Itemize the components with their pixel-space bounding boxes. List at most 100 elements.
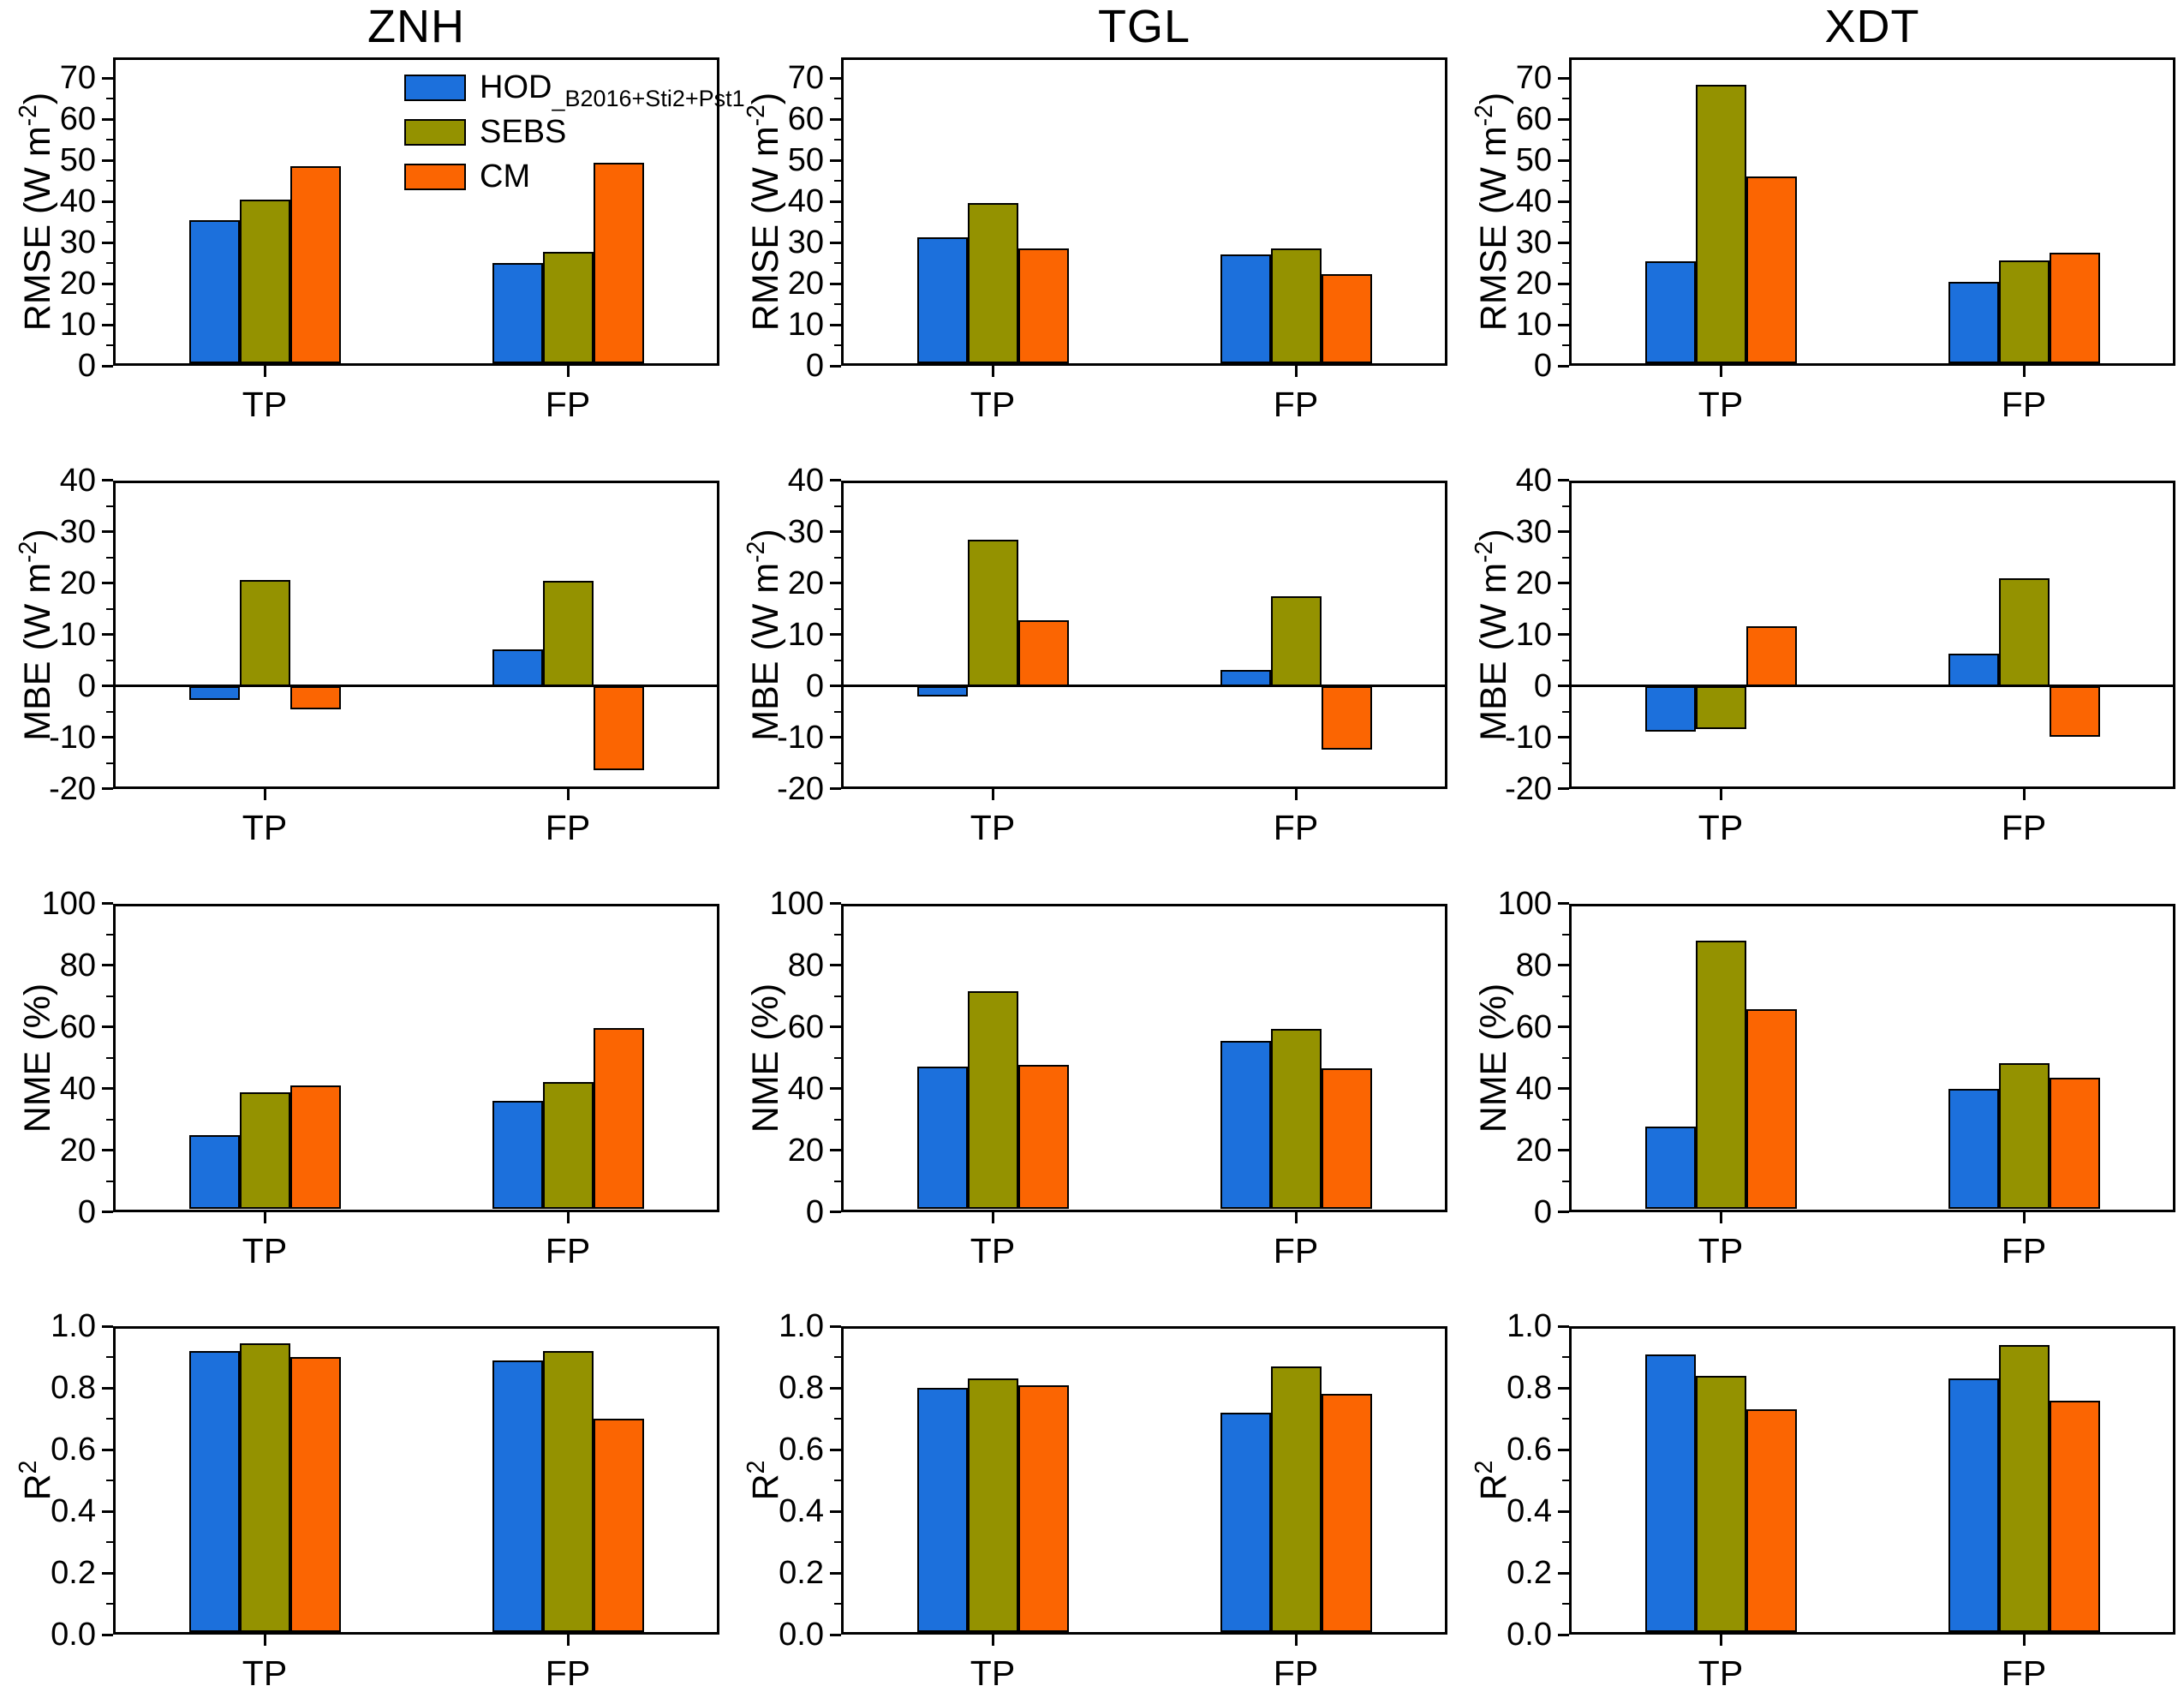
chart-panel-MBE-TGL: MBE (W m-2) -20 -10 0 10 20 30 40 TP FP [728, 423, 1456, 847]
y-minor-tick [1562, 1118, 1569, 1121]
y-major-tick [1558, 158, 1569, 162]
y-minor-tick [1562, 505, 1569, 507]
zero-axis-line [113, 685, 719, 688]
y-major-tick [1558, 685, 1569, 688]
y-major-tick [1558, 1571, 1569, 1575]
x-major-tick [2022, 366, 2026, 377]
y-major-tick [102, 1087, 113, 1090]
bar-CM-TGL-TP [1017, 248, 1069, 363]
legend-label-main: SEBS [480, 114, 567, 150]
y-major-tick [1558, 76, 1569, 80]
x-tick-label-TP: TP [242, 1653, 288, 1692]
y-major-tick [830, 1087, 841, 1090]
y-major-tick [1558, 479, 1569, 482]
y-major-tick [830, 364, 841, 368]
y-major-tick [830, 1633, 841, 1636]
y-tick-label: -20 [777, 770, 824, 807]
y-major-tick [830, 241, 841, 244]
y-tick-label: 40 [1515, 1070, 1552, 1107]
y-minor-tick [1562, 344, 1569, 346]
bar-SEBS-ZNH-FP [542, 251, 594, 363]
y-major-tick [830, 964, 841, 966]
legend-label-main: CM [480, 158, 531, 194]
y-minor-tick [834, 303, 841, 305]
y-tick-label: 0 [805, 1193, 824, 1230]
y-tick-label: 0.2 [779, 1555, 824, 1592]
x-tick-label-TP: TP [1698, 385, 1744, 424]
y-major-tick [1558, 1149, 1569, 1151]
bar-SEBS-XDT-FP [1998, 1063, 2050, 1210]
x-tick-label-FP: FP [545, 385, 591, 424]
y-minor-tick [1562, 1056, 1569, 1059]
y-minor-tick [1562, 1180, 1569, 1182]
x-tick-label-FP: FP [2001, 1653, 2047, 1692]
y-major-tick [102, 1633, 113, 1636]
bar-CM-TGL-FP [1321, 685, 1372, 750]
y-tick-label: 0.6 [779, 1432, 824, 1468]
y-tick-label: 10 [787, 307, 824, 343]
zero-axis-line [1569, 685, 2175, 688]
y-major-tick [102, 1386, 113, 1390]
bar-CM-ZNH-FP [593, 1027, 644, 1210]
bar-CM-XDT-TP [1745, 1409, 1797, 1633]
legend-item-HOD: HOD_B2016+Sti2+Pst1 [404, 70, 745, 111]
x-tick-label-TP: TP [1698, 807, 1744, 847]
bar-CM-ZNH-TP [289, 1085, 341, 1210]
bar-SEBS-XDT-FP [1998, 1344, 2050, 1633]
y-tick-label: 30 [787, 513, 824, 550]
y-major-tick [1558, 530, 1569, 534]
y-minor-tick [834, 933, 841, 936]
y-tick-label: 30 [1515, 224, 1552, 260]
y-tick-label: 40 [1515, 462, 1552, 499]
x-tick-label-TP: TP [970, 1653, 1016, 1692]
bar-SEBS-ZNH-FP [542, 581, 594, 686]
y-tick-label: 60 [59, 101, 96, 137]
y-tick-label: 40 [787, 462, 824, 499]
y-tick-label: 50 [1515, 142, 1552, 178]
y-tick-label: 0 [1533, 667, 1552, 704]
y-minor-tick [1562, 607, 1569, 610]
bar-SEBS-TGL-TP [967, 539, 1018, 686]
x-major-tick [1719, 366, 1722, 377]
y-minor-tick [834, 344, 841, 346]
bar-CM-TGL-TP [1017, 619, 1069, 686]
legend-swatch-CM [404, 163, 466, 190]
y-tick-label: 30 [1515, 513, 1552, 550]
y-minor-tick [834, 659, 841, 661]
bar-HOD-XDT-TP [1644, 1127, 1696, 1210]
y-major-tick [102, 158, 113, 162]
y-major-tick [102, 364, 113, 368]
x-tick-label-FP: FP [1273, 807, 1319, 847]
legend-label-CM: CM [480, 159, 530, 194]
x-tick-label-FP: FP [2001, 1230, 2047, 1270]
y-tick-label: 50 [59, 142, 96, 178]
bar-CM-ZNH-FP [593, 1419, 644, 1633]
x-tick-label-TP: TP [970, 385, 1016, 424]
bar-SEBS-TGL-FP [1270, 1028, 1322, 1210]
y-axis-label-text: NME (%) [1473, 983, 1514, 1133]
bar-HOD-ZNH-FP [492, 1100, 543, 1210]
y-tick-label: 0 [1533, 1193, 1552, 1230]
x-tick-label-FP: FP [545, 1230, 591, 1270]
bar-CM-ZNH-TP [289, 1357, 341, 1633]
y-minor-tick [834, 556, 841, 559]
chart-panel-R2-ZNH: R2 0.0 0.2 0.4 0.6 0.8 1.0 TP FP [0, 1269, 728, 1692]
y-major-tick [1558, 902, 1569, 905]
y-tick-label: 60 [787, 101, 824, 137]
y-major-tick [102, 1025, 113, 1028]
y-minor-tick [1562, 556, 1569, 559]
y-minor-tick [1562, 262, 1569, 264]
y-major-tick [1558, 200, 1569, 203]
y-major-tick [102, 787, 113, 791]
y-minor-tick [106, 995, 113, 997]
y-tick-label: 0.8 [51, 1370, 96, 1407]
y-tick-label: 70 [787, 60, 824, 96]
chart-panel-R2-TGL: R2 0.0 0.2 0.4 0.6 0.8 1.0 TP FP [728, 1269, 1456, 1692]
bar-SEBS-ZNH-FP [542, 1351, 594, 1633]
bar-HOD-TGL-TP [916, 685, 968, 697]
bar-HOD-XDT-FP [1948, 653, 1999, 686]
bar-CM-TGL-FP [1321, 1394, 1372, 1633]
y-major-tick [830, 117, 841, 121]
y-minor-tick [1562, 1603, 1569, 1605]
x-major-tick [566, 788, 570, 800]
